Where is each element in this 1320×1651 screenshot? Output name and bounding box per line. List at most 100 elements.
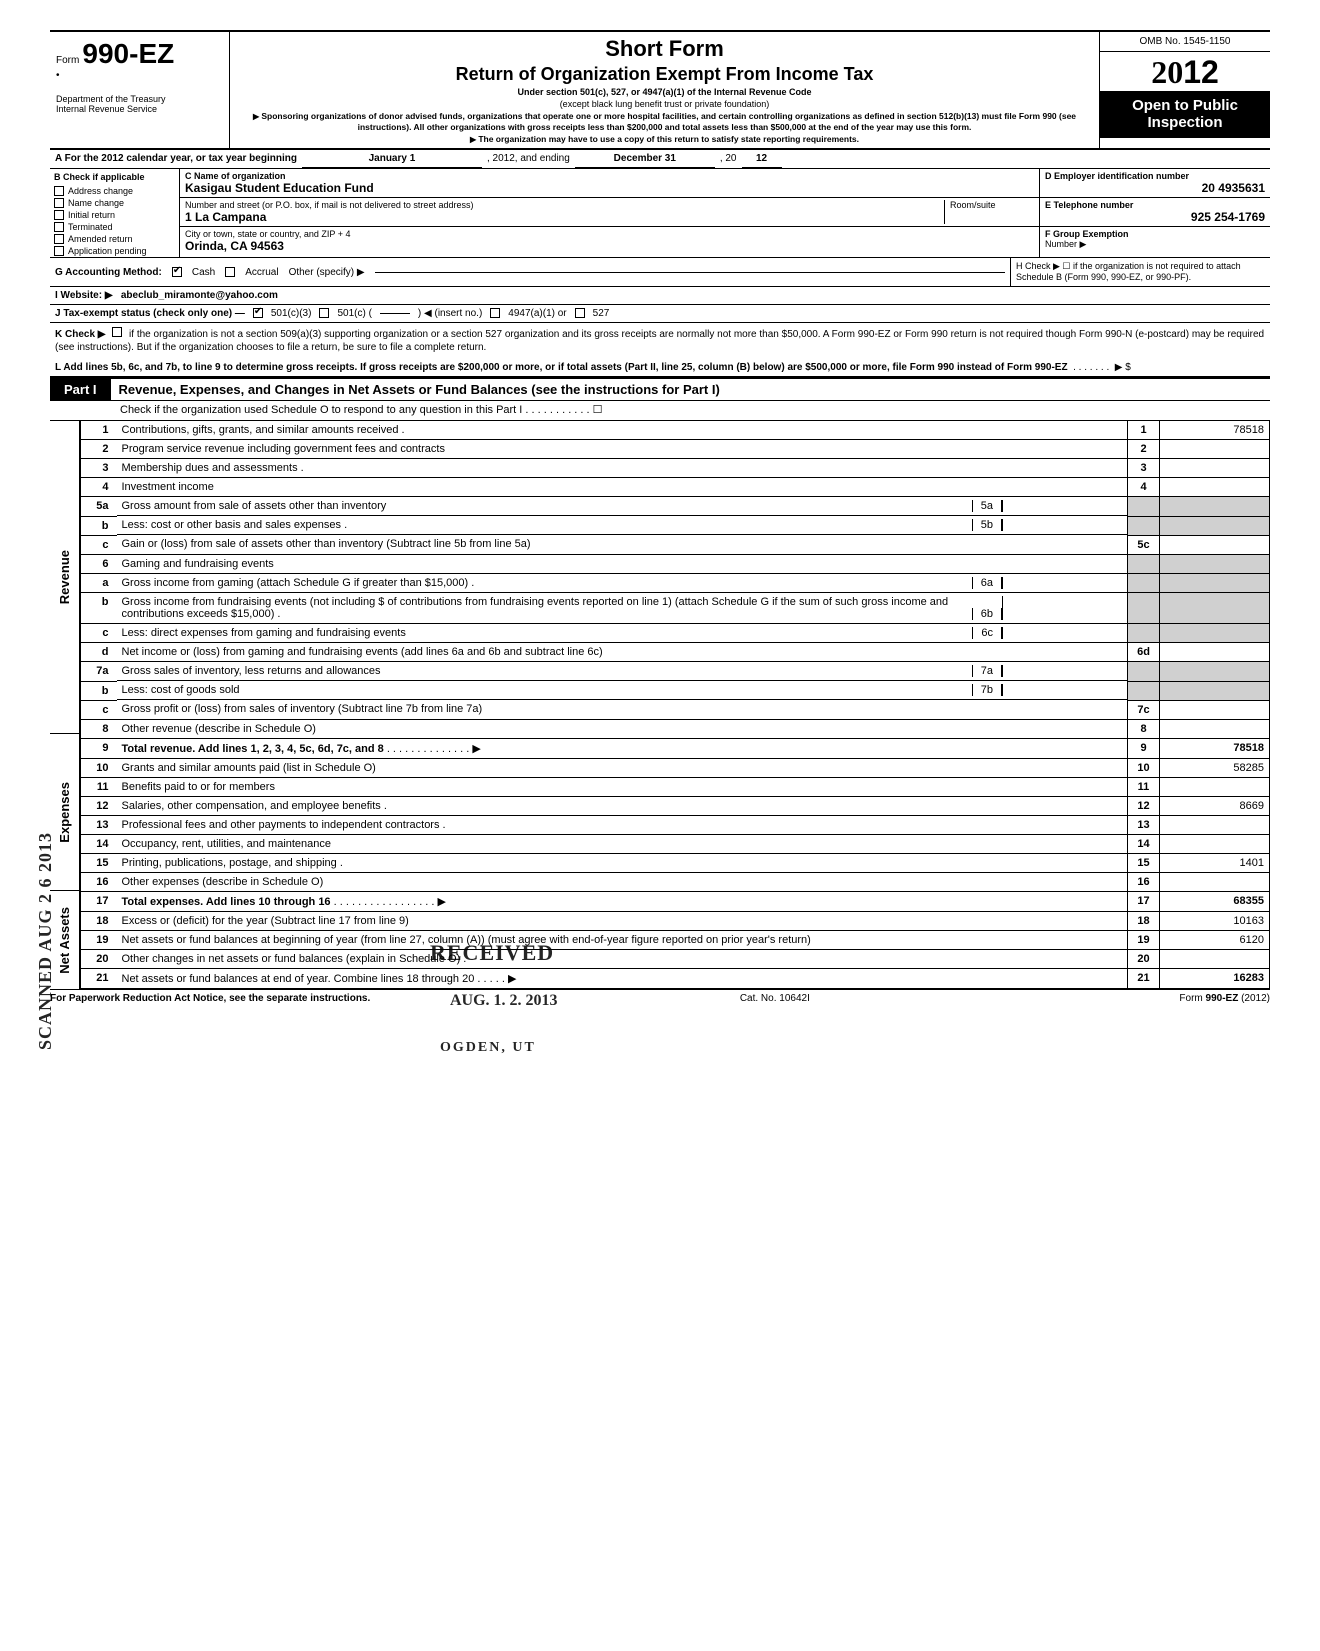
stamp-date: AUG. 1. 2. 2013 xyxy=(450,992,558,1010)
J-insert[interactable] xyxy=(380,313,410,314)
mb6a: 6a xyxy=(972,577,1002,589)
main-grid: Revenue Expenses Net Assets 1Contributio… xyxy=(50,421,1270,989)
row-K: K Check ▶ if the organization is not a s… xyxy=(50,323,1270,357)
checkbox-accrual-icon[interactable] xyxy=(225,267,235,277)
checkbox-icon[interactable] xyxy=(54,222,64,232)
form-page: Form 990-EZ • Department of the Treasury… xyxy=(50,30,1270,1004)
col-B: B Check if applicable Address change Nam… xyxy=(50,169,180,257)
checkbox-cash-icon[interactable] xyxy=(172,267,182,277)
d21: Net assets or fund balances at end of ye… xyxy=(122,973,475,985)
ein-val[interactable]: 20 4935631 xyxy=(1045,181,1265,195)
D-ein: D Employer identification number 20 4935… xyxy=(1040,169,1270,198)
B-item: Address change xyxy=(68,186,133,196)
line-10: 10Grants and similar amounts paid (list … xyxy=(81,758,1270,777)
mb5b: 5b xyxy=(972,519,1002,531)
A-yr[interactable]: 12 xyxy=(742,150,782,168)
checkbox-4947-icon[interactable] xyxy=(490,308,500,318)
line-4: 4Investment income4 xyxy=(81,478,1270,497)
chk-name[interactable]: Name change xyxy=(50,197,179,209)
d9: Total revenue. Add lines 1, 2, 3, 4, 5c,… xyxy=(122,743,384,755)
checkbox-icon[interactable] xyxy=(54,186,64,196)
mv6c[interactable] xyxy=(1002,627,1122,639)
J-o2b: ) ◀ (insert no.) xyxy=(418,308,482,319)
checkbox-icon[interactable] xyxy=(54,246,64,256)
footer-form: 990-EZ xyxy=(1206,993,1239,1004)
mv6b[interactable] xyxy=(1002,596,1122,620)
addr-lbl: Number and street (or P.O. box, if mail … xyxy=(185,200,473,210)
line-14: 14Occupancy, rent, utilities, and mainte… xyxy=(81,834,1270,853)
part1-title: Revenue, Expenses, and Changes in Net As… xyxy=(111,379,1270,400)
mv7b[interactable] xyxy=(1002,684,1122,696)
open-public: Open to Public Inspection xyxy=(1100,91,1270,138)
side-net: Net Assets xyxy=(55,903,74,978)
title-short: Short Form xyxy=(238,36,1091,62)
subtitle2: (except black lung benefit trust or priv… xyxy=(238,99,1091,109)
phone-val[interactable]: 925 254-1769 xyxy=(1045,210,1265,224)
org-name[interactable]: Kasigau Student Education Fund xyxy=(185,181,374,195)
G-cash: Cash xyxy=(192,267,215,278)
checkbox-icon[interactable] xyxy=(54,234,64,244)
F-group: F Group Exemption Number ▶ xyxy=(1040,227,1270,252)
F-sub: Number ▶ xyxy=(1045,239,1086,249)
open2: Inspection xyxy=(1104,114,1266,131)
row-GH: G Accounting Method: Cash Accrual Other … xyxy=(50,258,1270,287)
A-end[interactable]: December 31 xyxy=(575,150,715,168)
A-yr-prefix: , 20 xyxy=(715,150,742,168)
G-other-line[interactable] xyxy=(375,272,1005,273)
d5b: Less: cost or other basis and sales expe… xyxy=(122,519,972,531)
line-7c: cGross profit or (loss) from sales of in… xyxy=(81,700,1270,719)
line-6: 6Gaming and fundraising events xyxy=(81,554,1270,573)
B-item: Initial return xyxy=(68,210,115,220)
city-val[interactable]: Orinda, CA 94563 xyxy=(185,239,284,253)
B-item: Application pending xyxy=(68,246,147,256)
chk-pending[interactable]: Application pending xyxy=(50,245,179,257)
stamp-ogden: OGDEN, UT xyxy=(440,1040,536,1056)
part1-table: 1Contributions, gifts, grants, and simil… xyxy=(80,421,1270,989)
dept-irs: Internal Revenue Service xyxy=(56,105,223,115)
checkbox-501c-icon[interactable] xyxy=(319,308,329,318)
line-6c: cLess: direct expenses from gaming and f… xyxy=(81,624,1270,643)
checkbox-K-icon[interactable] xyxy=(112,327,122,337)
line-6b: bGross income from fundraising events (n… xyxy=(81,593,1270,624)
omb: OMB No. 1545-1150 xyxy=(1100,32,1270,52)
A-begin[interactable]: January 1 xyxy=(302,150,482,168)
mb7b: 7b xyxy=(972,684,1002,696)
mb7a: 7a xyxy=(972,665,1002,677)
A-label: A For the 2012 calendar year, or tax yea… xyxy=(50,150,302,168)
chk-amended[interactable]: Amended return xyxy=(50,233,179,245)
d5a: Gross amount from sale of assets other t… xyxy=(122,500,972,512)
mv7a[interactable] xyxy=(1002,665,1122,677)
footer-mid: Cat. No. 10642I xyxy=(740,993,810,1004)
line-6a: aGross income from gaming (attach Schedu… xyxy=(81,573,1270,593)
chk-terminated[interactable]: Terminated xyxy=(50,221,179,233)
open1: Open to Public xyxy=(1104,97,1266,114)
stamp-received: RECEIVED xyxy=(430,940,554,966)
J-o1: 501(c)(3) xyxy=(271,308,312,319)
tax-year: 2012 xyxy=(1100,52,1270,91)
E-lbl: E Telephone number xyxy=(1045,200,1133,210)
checkbox-icon[interactable] xyxy=(54,198,64,208)
website-val[interactable]: abeclub_miramonte@yahoo.com xyxy=(121,290,278,301)
G-lbl: G Accounting Method: xyxy=(55,267,162,278)
mv5a[interactable] xyxy=(1002,500,1122,512)
title-box: Short Form Return of Organization Exempt… xyxy=(230,32,1100,148)
chk-initial[interactable]: Initial return xyxy=(50,209,179,221)
col-C: C Name of organization Kasigau Student E… xyxy=(180,169,1040,257)
d7a: Gross sales of inventory, less returns a… xyxy=(122,665,972,677)
footer: For Paperwork Reduction Act Notice, see … xyxy=(50,989,1270,1004)
G-accrual: Accrual xyxy=(245,267,278,278)
chk-address[interactable]: Address change xyxy=(50,185,179,197)
checkbox-527-icon[interactable] xyxy=(575,308,585,318)
footer-left: For Paperwork Reduction Act Notice, see … xyxy=(50,993,370,1004)
mv6a[interactable] xyxy=(1002,577,1122,589)
mv5b[interactable] xyxy=(1002,519,1122,531)
line-7b: bLess: cost of goods sold7b xyxy=(81,681,1270,700)
J-o4: 527 xyxy=(593,308,610,319)
addr-val[interactable]: 1 La Campana xyxy=(185,210,266,224)
E-phone: E Telephone number 925 254-1769 xyxy=(1040,198,1270,227)
checkbox-501c3-icon[interactable] xyxy=(253,308,263,318)
line-8: 8Other revenue (describe in Schedule O)8 xyxy=(81,719,1270,738)
checkbox-icon[interactable] xyxy=(54,210,64,220)
footer-right: Form 990-EZ (2012) xyxy=(1179,993,1270,1004)
line-3: 3Membership dues and assessments .3 xyxy=(81,459,1270,478)
